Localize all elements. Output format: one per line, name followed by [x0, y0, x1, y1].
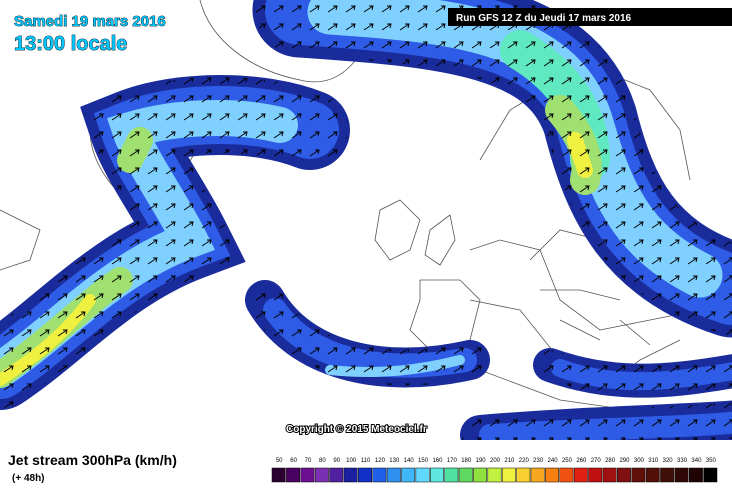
legend-swatch: [602, 467, 617, 483]
legend-label: 240: [548, 458, 559, 464]
legend-swatch: [631, 467, 646, 483]
copyright: Copyright © 2015 Meteociel.fr: [286, 424, 427, 435]
legend-swatch: [458, 467, 473, 483]
legend-label: 100: [346, 458, 357, 464]
legend-swatch: [501, 467, 516, 483]
time-label: 13:00 locale: [14, 33, 127, 55]
legend-swatch: [329, 467, 344, 483]
legend-swatch: [386, 467, 401, 483]
footer-title: Jet stream 300hPa (km/h): [8, 452, 177, 468]
legend-label: 190: [476, 458, 487, 464]
legend-label: 320: [663, 458, 674, 464]
legend-label: 220: [519, 458, 530, 464]
legend-label: 330: [677, 458, 688, 464]
legend-label: 280: [605, 458, 616, 464]
legend-swatch: [530, 467, 545, 483]
legend-label: 310: [648, 458, 659, 464]
run-box: [448, 8, 732, 26]
legend-swatch: [358, 467, 372, 483]
color-legend: 50 60 70 80 90 100 110 120 130 140 150 160 170 180 190…: [271, 458, 718, 483]
legend-swatch: [559, 467, 574, 483]
legend-label: 50: [276, 458, 283, 464]
legend-label: 290: [619, 458, 630, 464]
run-label: Run GFS 12 Z du Jeudi 17 mars 2016: [456, 13, 632, 24]
legend-swatch: [617, 467, 631, 483]
legend-swatch: [415, 467, 430, 483]
legend-swatch: [703, 467, 718, 483]
legend-label: 340: [691, 458, 702, 464]
legend-label: 70: [305, 458, 312, 464]
legend-label: 180: [461, 458, 472, 464]
legend-swatch: [372, 467, 387, 483]
legend-swatch: [300, 467, 315, 483]
legend-swatch: [314, 467, 329, 483]
legend-swatch: [473, 467, 488, 483]
legend-swatch: [286, 467, 301, 483]
legend-label: 200: [490, 458, 501, 464]
legend-swatch: [487, 467, 502, 483]
legend-label: 230: [533, 458, 544, 464]
legend-label: 270: [591, 458, 602, 464]
date-label: Samedi 19 mars 2016: [14, 13, 166, 30]
legend-label: 140: [404, 458, 415, 464]
legend-label: 130: [389, 458, 400, 464]
legend-swatch: [271, 467, 286, 483]
legend-swatch: [430, 467, 444, 483]
legend-label: 210: [504, 458, 515, 464]
legend-swatch: [401, 467, 416, 483]
legend-swatch: [444, 467, 459, 483]
legend-label: 60: [290, 458, 297, 464]
legend-swatch: [660, 467, 675, 483]
legend-swatch: [343, 467, 358, 483]
legend-swatch: [588, 467, 603, 483]
legend-label: 260: [576, 458, 587, 464]
legend-label: 150: [418, 458, 429, 464]
legend-label: 160: [432, 458, 443, 464]
legend-swatch: [645, 467, 660, 483]
legend-label: 80: [319, 458, 326, 464]
legend-label: 350: [706, 458, 717, 464]
legend-label: 250: [562, 458, 573, 464]
footer-lead: (+ 48h): [12, 473, 45, 484]
legend-swatch: [545, 467, 559, 483]
legend-swatch: [573, 467, 588, 483]
jet-stream: [0, 0, 732, 455]
legend-swatch: [516, 467, 531, 483]
legend-label: 110: [361, 458, 371, 464]
legend-swatch: [674, 467, 689, 483]
legend-label: 170: [447, 458, 458, 464]
legend-label: 90: [333, 458, 340, 464]
legend-label: 300: [634, 458, 645, 464]
legend-label: 120: [375, 458, 386, 464]
legend-swatch: [688, 467, 703, 483]
